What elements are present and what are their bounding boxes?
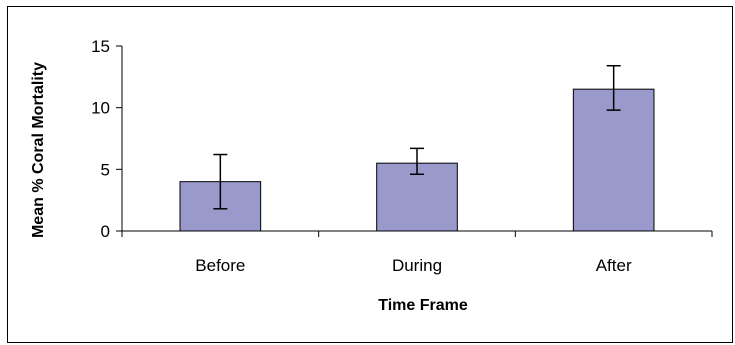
y-axis-title: Mean % Coral Mortality — [30, 62, 47, 238]
y-tick-label: 5 — [101, 160, 110, 179]
y-tick-label: 10 — [91, 99, 110, 118]
x-tick-label: After — [596, 256, 632, 275]
bar-after — [572, 88, 655, 232]
x-tick-label: Before — [195, 256, 245, 275]
x-axis-title: Time Frame — [378, 297, 468, 314]
plot-area: 0 5 10 15 Before During After — [91, 37, 713, 275]
y-tick-label: 0 — [101, 222, 110, 241]
x-tick-label: During — [392, 256, 442, 275]
y-tick-label: 15 — [91, 37, 110, 56]
